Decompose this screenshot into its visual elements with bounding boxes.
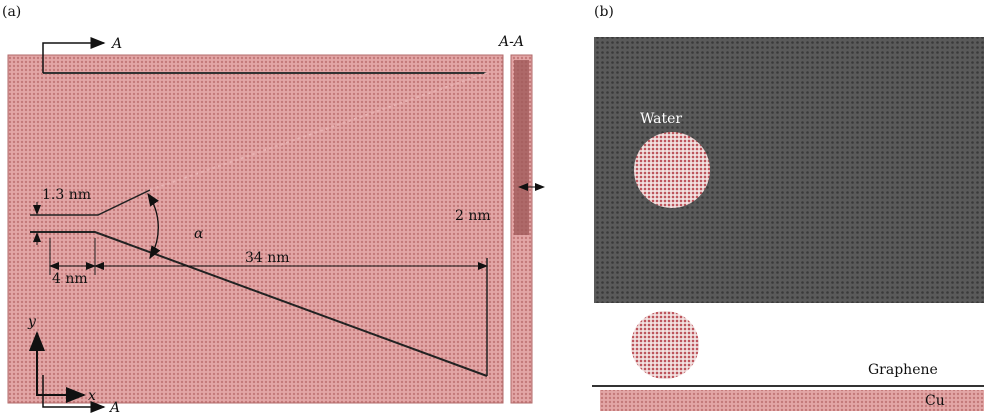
figure: (a) A-A A A 1.3 nm α 4 nm 34 nm 2 nm y x…: [0, 0, 985, 414]
length-label: 34 nm: [245, 250, 290, 266]
water-label: Water: [640, 111, 682, 127]
water-droplet-side: [631, 311, 699, 379]
section-mark: A: [110, 36, 122, 52]
water-droplet: [634, 132, 710, 208]
axis-label: y: [27, 314, 37, 330]
thickness-label: 2 nm: [455, 208, 491, 224]
section-graphene: [514, 60, 529, 235]
section-title: A-A: [497, 34, 524, 50]
panel-label: (b): [594, 4, 614, 20]
gap-label: 1.3 nm: [42, 187, 91, 203]
copper-sheet: [8, 55, 503, 403]
axis-label: x: [88, 388, 96, 404]
section-mark: A: [108, 400, 120, 414]
panel-label: (a): [2, 4, 21, 20]
graphene-label: Graphene: [868, 362, 938, 378]
angle-label: α: [194, 226, 204, 242]
substrate-label: Cu: [925, 393, 945, 409]
inlet-label: 4 nm: [52, 271, 88, 287]
